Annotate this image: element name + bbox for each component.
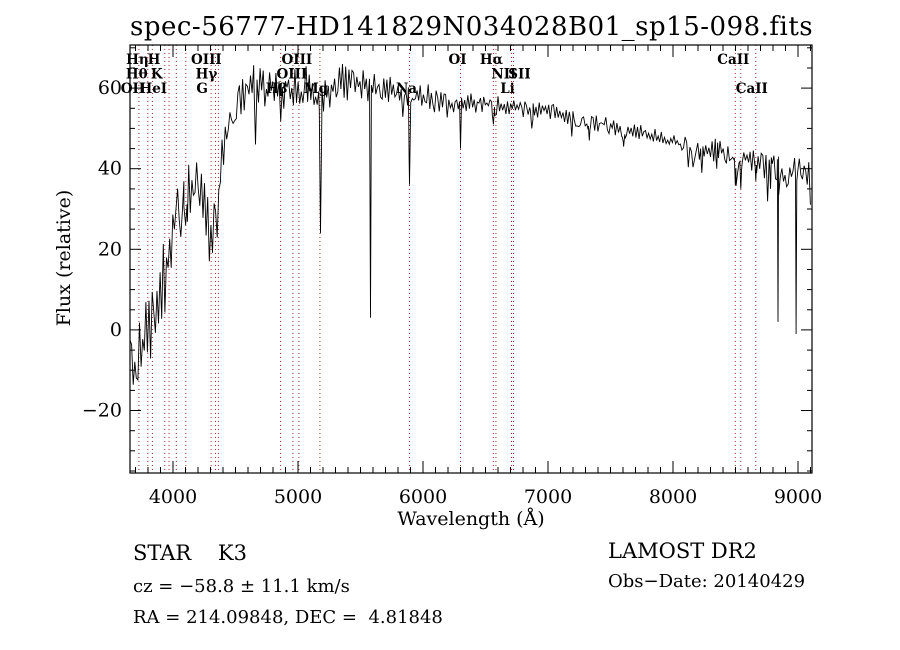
- spectral-line-label: Hη: [126, 52, 149, 68]
- spectral-line-label: Hθ: [126, 67, 148, 83]
- spectral-line-label: CaII: [717, 52, 749, 68]
- y-axis-label: Flux (relative): [53, 189, 75, 327]
- spectral-line-label: NII: [491, 67, 516, 83]
- obs-date-text: Obs−Date: 20140429: [608, 571, 806, 592]
- spectral-line-label: Li: [500, 81, 515, 97]
- x-tick-label: 7000: [524, 486, 572, 508]
- x-axis-label: Wavelength (Å): [397, 508, 545, 530]
- x-tick-label: 4000: [149, 486, 197, 508]
- survey-release-text: LAMOST DR2: [608, 539, 757, 563]
- plot-frame: [129, 44, 813, 474]
- spectral-line-label: HeI: [139, 81, 167, 97]
- spectral-line-label: OIII: [282, 52, 313, 68]
- spectral-line-label: Hα: [480, 52, 504, 68]
- spectrum-curve: [130, 63, 811, 385]
- y-tick-label: −20: [82, 400, 122, 422]
- spectral-line-label: OIII: [277, 67, 308, 83]
- x-tick-label: 9000: [774, 486, 822, 508]
- spectral-line-label: K: [151, 67, 164, 83]
- y-tick-label: 0: [110, 319, 122, 341]
- y-tick-label: 40: [98, 158, 122, 180]
- radial-velocity-text: cz = −58.8 ± 11.1 km/s: [133, 576, 350, 597]
- spectral-line-label: Hγ: [196, 67, 218, 83]
- spectral-line-label: CaII: [736, 81, 768, 97]
- spectral-line-label: OIII: [191, 52, 222, 68]
- spectral-line-label: OI: [448, 52, 466, 68]
- x-tick-label: 6000: [399, 486, 447, 508]
- spectral-line-label: OII: [121, 81, 145, 97]
- spectral-line-label: SII: [508, 67, 530, 83]
- spectral-line-label: G: [196, 81, 208, 97]
- x-tick-label: 5000: [274, 486, 322, 508]
- spectral-line-label: H: [148, 52, 161, 68]
- object-class-text: STAR K3: [133, 541, 247, 565]
- x-tick-label: 8000: [649, 486, 697, 508]
- plot-title: spec-56777-HD141829N034028B01_sp15-098.f…: [130, 12, 814, 42]
- y-tick-label: 20: [98, 238, 122, 260]
- ra-dec-text: RA = 214.09848, DEC = 4.81848: [133, 607, 443, 628]
- y-tick-label: 60: [98, 77, 122, 99]
